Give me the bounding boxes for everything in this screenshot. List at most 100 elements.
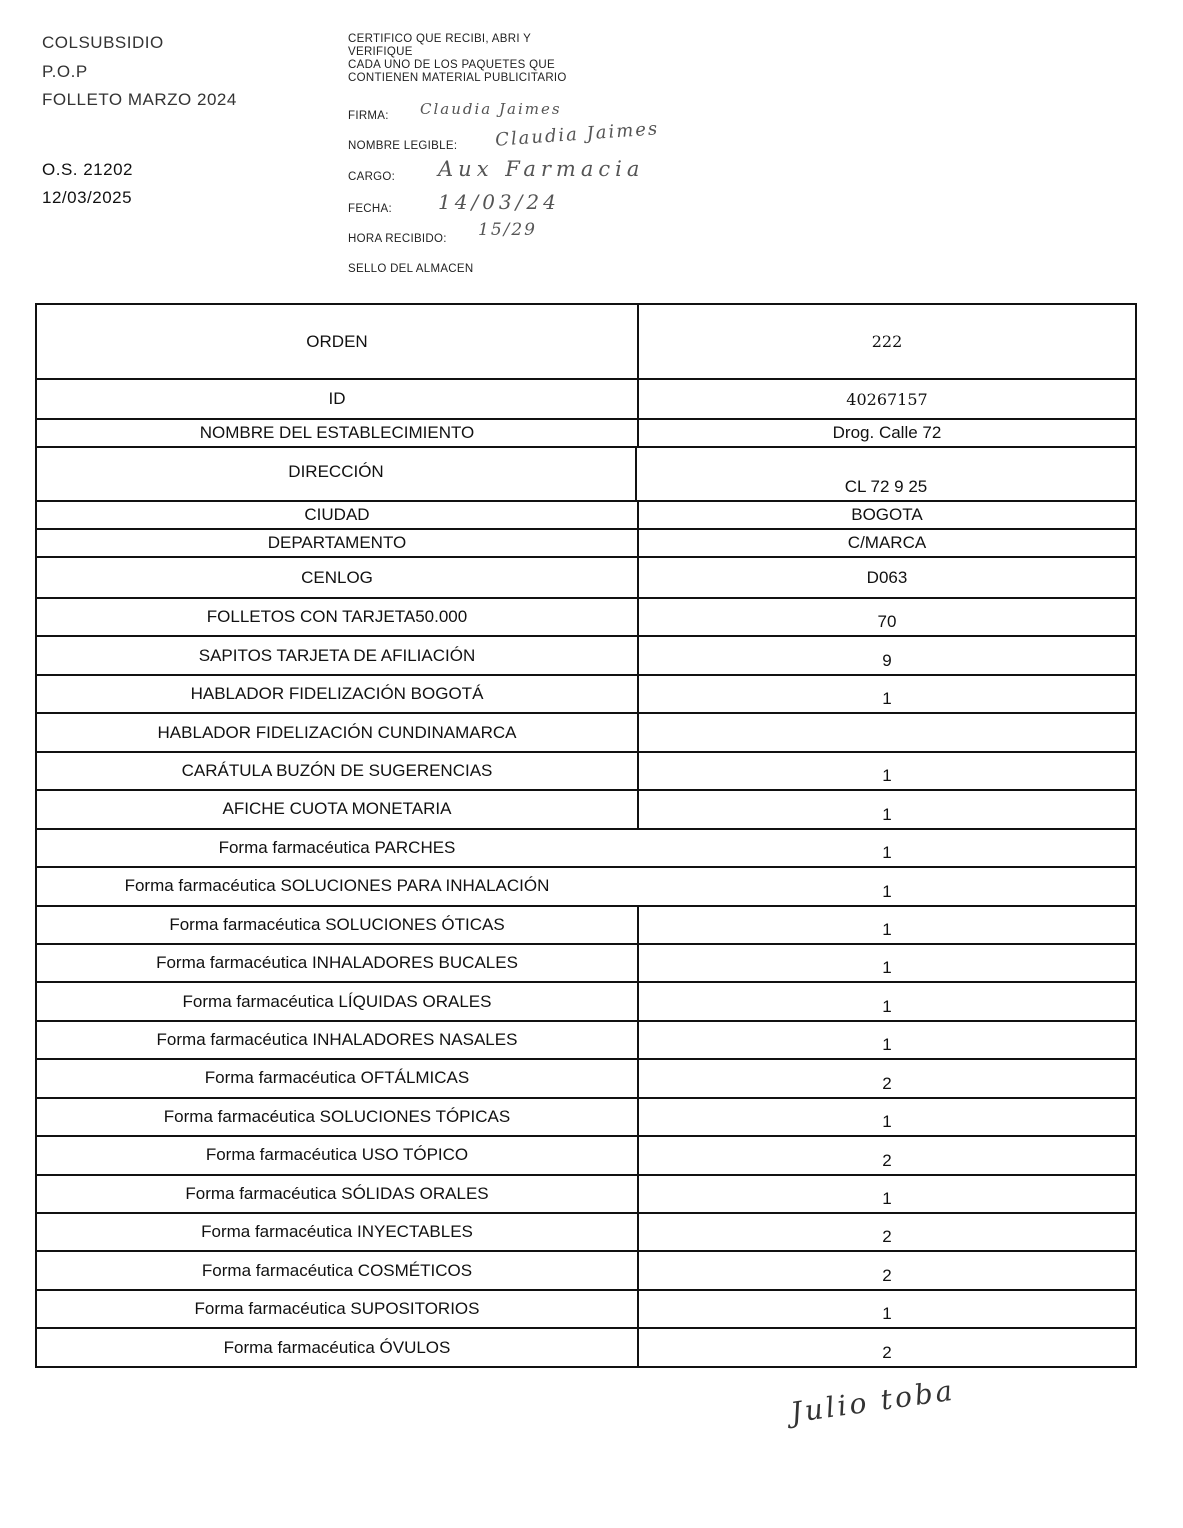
row-value: 9 (882, 650, 892, 670)
row-label: Forma farmacéutica INHALADORES BUCALES (37, 944, 639, 982)
fecha-handwritten: 14/03/24 (438, 190, 560, 214)
row-label: HABLADOR FIDELIZACIÓN CUNDINAMARCA (37, 714, 639, 751)
row-label: DEPARTAMENTO (37, 530, 639, 556)
row-label: Forma farmacéutica SOLUCIONES ÓTICAS (37, 906, 639, 943)
row-value: 2 (882, 1150, 892, 1170)
row-value: 1 (882, 689, 892, 709)
row-value (639, 714, 1135, 750)
row-value: 2 (882, 1227, 892, 1247)
row-value: 1 (882, 1304, 892, 1324)
row-label: Forma farmacéutica LÍQUIDAS ORALES (37, 983, 639, 1020)
table-row: Forma farmacéutica SUPOSITORIOS 1 (37, 1290, 1135, 1330)
table-row: SAPITOS TARJETA DE AFILIACIÓN 9 (37, 637, 1135, 676)
row-label: AFICHE CUOTA MONETARIA (37, 791, 639, 828)
row-value: 1 (882, 766, 892, 786)
service-order: O.S. 21202 (42, 160, 134, 179)
row-label: CARÁTULA BUZÓN DE SUGERENCIAS (37, 752, 639, 790)
row-label: Forma farmacéutica SUPOSITORIOS (37, 1290, 639, 1328)
table-row: Forma farmacéutica COSMÉTICOS 2 (37, 1252, 1135, 1291)
nombre-legible-label: NOMBRE LEGIBLE: (348, 140, 458, 152)
table-row: HABLADOR FIDELIZACIÓN CUNDINAMARCA (37, 714, 1135, 753)
row-label: Forma farmacéutica INYECTABLES (37, 1214, 639, 1251)
row-value: CL 72 9 25 (844, 477, 928, 496)
table-row: Forma farmacéutica SOLUCIONES PARA INHAL… (37, 868, 1135, 907)
table-row: Forma farmacéutica ÓVULOS 2 (37, 1329, 1135, 1368)
table-row: CIUDAD BOGOTA (37, 502, 1135, 530)
row-value: 2 (882, 1073, 892, 1093)
row-label: Forma farmacéutica PARCHES (218, 837, 456, 857)
row-label: DIRECCIÓN (37, 448, 637, 500)
cargo-label: CARGO: (348, 171, 396, 183)
certification-statement: CERTIFICO QUE RECIBI, ABRI Y VERIFIQUE C… (348, 33, 567, 85)
row-value: Drog. Calle 72 (832, 423, 942, 442)
row-label: Forma farmacéutica INHALADORES NASALES (37, 1021, 639, 1059)
row-value: 1 (882, 1035, 892, 1055)
row-label: Forma farmacéutica USO TÓPICO (37, 1137, 639, 1174)
table-row: Forma farmacéutica SÓLIDAS ORALES 1 (37, 1175, 1135, 1214)
row-label: Forma farmacéutica ÓVULOS (37, 1329, 639, 1366)
row-value: 1 (882, 1112, 892, 1132)
cargo-handwritten: Aux Farmacia (438, 157, 645, 181)
table-row: Forma farmacéutica LÍQUIDAS ORALES 1 (37, 983, 1135, 1022)
table-row: Forma farmacéutica SOLUCIONES TÓPICAS 1 (37, 1098, 1135, 1138)
row-label: ORDEN (37, 305, 639, 378)
row-value: 40267157 (846, 389, 928, 409)
sello-label: SELLO DEL ALMACEN (348, 263, 474, 275)
company-name: COLSUBSIDIO (42, 33, 164, 52)
row-label: Forma farmacéutica SÓLIDAS ORALES (37, 1175, 639, 1212)
table-row: Forma farmacéutica USO TÓPICO 2 (37, 1137, 1135, 1176)
row-value: D063 (866, 567, 908, 587)
table-row: CENLOG D063 (37, 558, 1135, 599)
delivery-table: ORDEN 222 ID 40267157 NOMBRE DEL ESTABLECIMI… (35, 303, 1137, 1368)
handwritten-signature: Julio toba (788, 1373, 958, 1430)
table-row: ID 40267157 (37, 380, 1135, 420)
row-label: HABLADOR FIDELIZACIÓN BOGOTÁ (37, 675, 639, 713)
row-value: 1 (882, 958, 892, 978)
row-label: Forma farmacéutica COSMÉTICOS (37, 1252, 639, 1289)
fecha-label: FECHA: (348, 203, 392, 215)
statement-line: VERIFIQUE (348, 46, 413, 58)
hora-recibido-handwritten: 15/29 (478, 220, 537, 240)
hora-recibido-label: HORA RECIBIDO: (348, 233, 447, 245)
table-row: HABLADOR FIDELIZACIÓN BOGOTÁ 1 (37, 675, 1135, 715)
pop-label: P.O.P (42, 62, 88, 81)
nombre-legible-handwritten: Claudia Jaimes (494, 118, 660, 151)
row-value: 1 (882, 843, 892, 863)
row-value: 1 (882, 919, 892, 939)
table-row: Forma farmacéutica PARCHES 1 (37, 830, 1135, 869)
row-value: 1 (882, 804, 892, 824)
row-label: Forma farmacéutica OFTÁLMICAS (37, 1060, 639, 1097)
table-row: Forma farmacéutica SOLUCIONES ÓTICAS 1 (37, 906, 1135, 945)
row-value: 2 (882, 1265, 892, 1285)
table-row: Forma farmacéutica INHALADORES NASALES 1 (37, 1021, 1135, 1061)
table-row: NOMBRE DEL ESTABLECIMIENTO Drog. Calle 72 (37, 420, 1135, 448)
row-label: NOMBRE DEL ESTABLECIMIENTO (37, 420, 639, 446)
table-row: DIRECCIÓN CL 72 9 25 (37, 448, 1135, 502)
table-row: CARÁTULA BUZÓN DE SUGERENCIAS 1 (37, 752, 1135, 792)
row-value: BOGOTA (851, 505, 923, 524)
row-label: SAPITOS TARJETA DE AFILIACIÓN (37, 637, 639, 674)
table-row: Forma farmacéutica OFTÁLMICAS 2 (37, 1060, 1135, 1099)
row-value: C/MARCA (847, 533, 927, 552)
row-value: 1 (882, 996, 892, 1016)
firma-label: FIRMA: (348, 110, 389, 122)
row-label: Forma farmacéutica SOLUCIONES PARA INHAL… (124, 876, 550, 896)
table-row: AFICHE CUOTA MONETARIA 1 (37, 791, 1135, 830)
table-row: ORDEN 222 (37, 305, 1135, 380)
row-label: CIUDAD (37, 502, 639, 528)
firma-handwritten: Claudia Jaimes (420, 100, 562, 118)
statement-line: CONTIENEN MATERIAL PUBLICITARIO (348, 72, 567, 84)
row-value: 1 (882, 1189, 892, 1208)
table-row: FOLLETOS CON TARJETA50.000 70 (37, 599, 1135, 638)
statement-line: CERTIFICO QUE RECIBI, ABRI Y (348, 33, 532, 45)
row-value: 2 (882, 1342, 892, 1362)
row-label: FOLLETOS CON TARJETA50.000 (37, 599, 639, 636)
row-value: 70 (877, 612, 897, 632)
statement-line: CADA UNO DE LOS PAQUETES QUE (348, 59, 555, 71)
table-row: Forma farmacéutica INHALADORES BUCALES 1 (37, 944, 1135, 984)
row-label: ID (37, 380, 639, 418)
row-label: CENLOG (37, 558, 639, 597)
table-row: Forma farmacéutica INYECTABLES 2 (37, 1214, 1135, 1253)
document-date: 12/03/2025 (42, 188, 133, 207)
row-label: Forma farmacéutica SOLUCIONES TÓPICAS (37, 1098, 639, 1136)
